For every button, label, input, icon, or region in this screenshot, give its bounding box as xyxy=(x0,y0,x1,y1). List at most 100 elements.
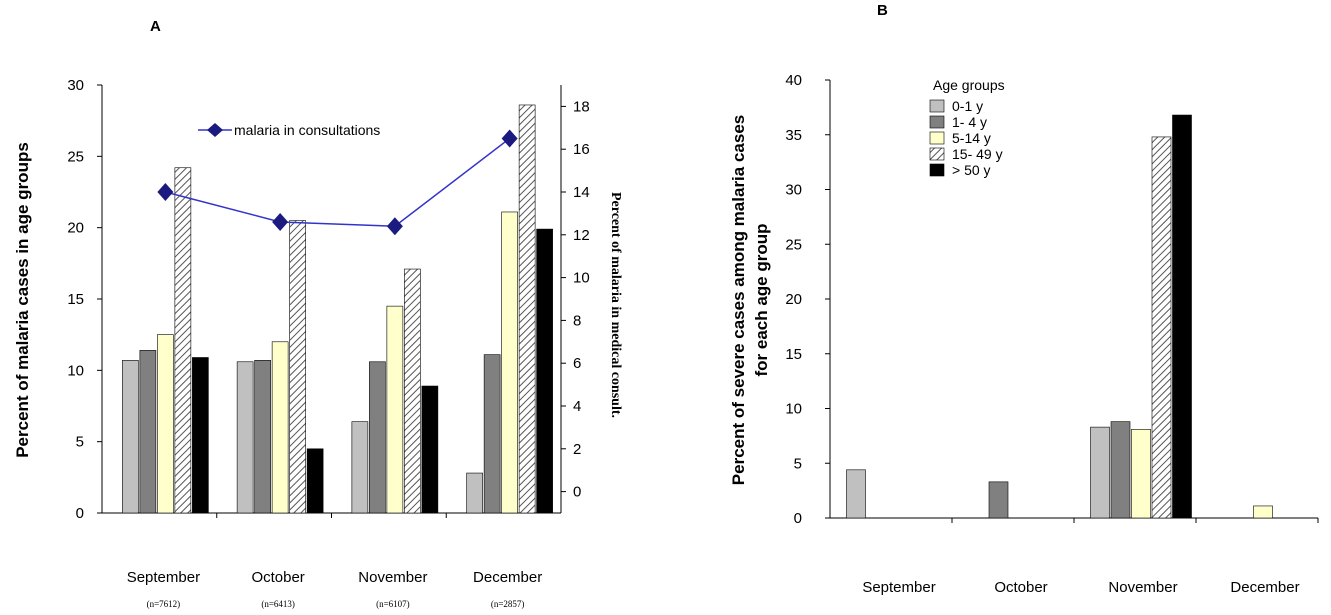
legend-entry: 1- 4 y xyxy=(952,114,987,130)
bar-a xyxy=(386,305,404,514)
line-point xyxy=(272,212,289,231)
x-category-sublabel: (n=7612) xyxy=(147,599,181,609)
panel-label-b: B xyxy=(877,2,888,19)
chart-a: A Percent of malaria cases in age groups… xyxy=(13,18,623,609)
y-tick-label: 10 xyxy=(67,362,84,379)
bar-b xyxy=(1131,429,1151,519)
x-category-label: October xyxy=(251,569,304,586)
bar-a xyxy=(306,448,324,514)
y2-tick-label: 6 xyxy=(573,355,581,372)
y-tick-label: 25 xyxy=(785,236,802,253)
x-category-label: October xyxy=(994,579,1047,596)
category-labels-a: September (n=7612) October (n=6413) November… xyxy=(127,569,543,609)
legend-entry: > 50 y xyxy=(952,162,991,178)
legend-b: Age groups 0-1 y1- 4 y5-14 y15- 49 y> 50… xyxy=(929,77,1005,178)
axes-b: 0 5 10 15 20 25 30 35 40 xyxy=(785,72,1319,527)
line-series-a xyxy=(157,129,518,236)
x-category-sublabel: (n=6413) xyxy=(261,599,295,609)
y-tick-label: 15 xyxy=(67,291,84,308)
y-axis-label-b-line2: for each age group xyxy=(752,223,771,376)
bar-b xyxy=(988,481,1009,519)
x-category-label: November xyxy=(1108,579,1177,596)
x-category-sublabel: (n=2857) xyxy=(491,599,525,609)
y-axis-label-a: Percent of malaria cases in age groups xyxy=(13,142,32,458)
x-category-label: December xyxy=(1230,579,1299,596)
y-tick-label: 20 xyxy=(785,291,802,308)
bar-b xyxy=(1253,505,1273,519)
line-path xyxy=(165,137,511,227)
y-tick-label: 0 xyxy=(794,510,802,527)
axes-a: 0 5 10 15 20 25 30 0 2 4 6 8 10 12 14 16 18 xyxy=(67,77,589,522)
bar-a xyxy=(271,341,289,514)
legend-entry: 15- 49 y xyxy=(952,146,1003,162)
bar-b xyxy=(846,469,866,519)
y-tick-label: 30 xyxy=(785,182,802,199)
bar-a xyxy=(536,228,553,514)
diamond-marker-icon xyxy=(207,123,223,137)
y-tick-label: 0 xyxy=(76,505,84,522)
y2-tick-label: 18 xyxy=(573,98,590,115)
y2-tick-label: 0 xyxy=(573,484,581,501)
y2-tick-label: 10 xyxy=(573,270,590,287)
y-tick-label: 25 xyxy=(67,148,84,165)
bar-a xyxy=(192,357,209,514)
bar-a xyxy=(254,360,271,514)
x-category-label: September xyxy=(862,579,935,596)
legend-title: Age groups xyxy=(933,77,1005,93)
x-category-label: December xyxy=(473,569,542,586)
bar-a xyxy=(369,361,386,514)
legend-swatch xyxy=(929,163,945,177)
bar-a xyxy=(421,385,439,514)
bar-a xyxy=(483,354,501,514)
x-category-sublabel: (n=6107) xyxy=(376,599,410,609)
legend-swatch xyxy=(929,131,945,145)
y-tick-label: 20 xyxy=(67,220,84,237)
bar-a xyxy=(289,220,306,514)
y2-tick-label: 4 xyxy=(573,398,581,415)
y-tick-label: 5 xyxy=(794,455,802,472)
category-labels-b: September October November December xyxy=(862,579,1299,596)
bar-b xyxy=(1151,136,1172,519)
bar-a xyxy=(501,211,518,514)
chart-b: B Percent of severe cases among malaria … xyxy=(729,2,1319,596)
legend-swatch xyxy=(929,115,945,129)
y2-tick-label: 16 xyxy=(573,141,590,158)
bar-a xyxy=(236,361,254,514)
bar-a xyxy=(404,268,421,514)
bars-b xyxy=(846,114,1273,519)
line-legend-a: malaria in consultations xyxy=(198,122,380,138)
y2-tick-label: 2 xyxy=(573,441,581,458)
bar-b xyxy=(1090,426,1110,519)
line-point xyxy=(157,183,174,201)
panel-label-a: A xyxy=(150,18,161,35)
line-point xyxy=(501,129,518,148)
y2-tick-label: 8 xyxy=(573,312,581,329)
y-tick-label: 5 xyxy=(76,434,84,451)
y2-axis-label-a: Percent of malaria in medical consult. xyxy=(608,192,623,418)
legend-swatch xyxy=(929,99,945,113)
bar-a xyxy=(174,167,192,514)
bars-a xyxy=(122,104,553,514)
y2-tick-label: 12 xyxy=(573,227,590,244)
bar-a xyxy=(122,360,139,514)
bar-a xyxy=(351,421,369,514)
legend-entry: 0-1 y xyxy=(952,98,983,114)
legend-entry: 5-14 y xyxy=(952,130,991,146)
bar-a xyxy=(139,350,157,514)
y2-tick-label: 14 xyxy=(573,184,590,201)
legend-swatch xyxy=(929,147,945,161)
y-tick-label: 30 xyxy=(67,77,84,94)
bar-a xyxy=(157,334,174,514)
line-point xyxy=(386,217,403,236)
y-tick-label: 15 xyxy=(785,346,802,363)
y-tick-label: 35 xyxy=(785,127,802,144)
bar-a xyxy=(466,472,483,514)
x-category-label: November xyxy=(358,569,427,586)
bar-a xyxy=(518,104,536,514)
bar-b xyxy=(1110,421,1131,519)
y-axis-label-b-line1: Percent of severe cases among malaria ca… xyxy=(729,115,748,485)
bar-b xyxy=(1172,114,1192,519)
x-category-label: September xyxy=(127,569,200,586)
y-tick-label: 10 xyxy=(785,401,802,418)
